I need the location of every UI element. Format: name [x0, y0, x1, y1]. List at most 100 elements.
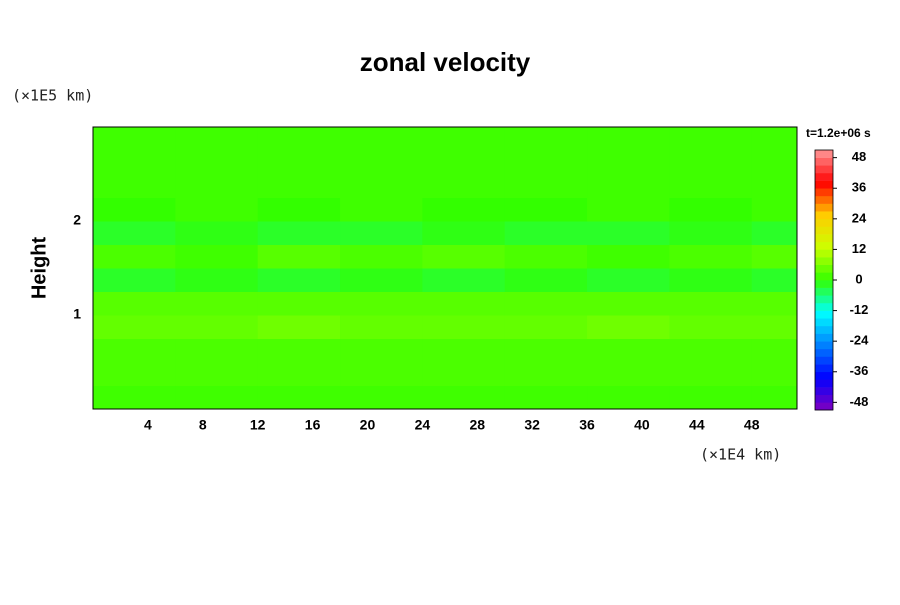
heat-cell: [340, 362, 423, 386]
heat-cell: [422, 338, 506, 363]
heat-cell: [669, 127, 753, 151]
heat-cell: [340, 197, 423, 222]
colorbar-band: [815, 348, 833, 357]
heat-cell: [751, 385, 798, 410]
colorbar-band: [815, 188, 833, 197]
colorbar-band: [815, 234, 833, 243]
heat-cell: [669, 244, 753, 269]
colorbar-tick-label: 48: [852, 149, 866, 164]
heat-cell: [587, 315, 670, 339]
heat-cell: [422, 244, 506, 269]
heat-cell: [257, 127, 341, 151]
heat-cell: [669, 385, 753, 410]
colorbar-tick-label: -36: [850, 363, 869, 378]
y-axis-title: Height: [28, 237, 50, 300]
colorbar-band: [815, 203, 833, 212]
heat-cell: [669, 268, 753, 292]
heat-cell: [751, 221, 798, 245]
heat-cell: [257, 291, 341, 316]
colorbar-band: [815, 172, 833, 181]
heat-cell: [422, 385, 506, 410]
heat-cell: [257, 174, 341, 198]
x-unit: (×1E4 km): [700, 446, 781, 464]
heat-cell: [504, 315, 588, 339]
colorbar-band: [815, 195, 833, 204]
colorbar-band: [815, 387, 833, 396]
heat-cell: [175, 127, 259, 151]
heat-cell: [587, 362, 670, 386]
heat-cell: [504, 362, 588, 386]
heat-cell: [93, 197, 176, 222]
heat-cell: [93, 221, 176, 245]
colorbar-band: [815, 226, 833, 235]
heat-cell: [93, 268, 176, 292]
heat-cell: [257, 268, 341, 292]
x-tick-label: 20: [360, 417, 376, 433]
colorbar-band: [815, 310, 833, 319]
colorbar-tick-label: 36: [852, 180, 866, 195]
heat-cell: [257, 315, 341, 339]
heat-cell: [175, 362, 259, 386]
x-tick-label: 4: [144, 417, 152, 433]
colorbar-band: [815, 157, 833, 166]
heat-cell: [340, 127, 423, 151]
colorbar-band: [815, 318, 833, 327]
y-unit: (×1E5 km): [12, 87, 93, 105]
heat-cell: [175, 315, 259, 339]
colorbar-band: [815, 264, 833, 273]
colorbar-band: [815, 333, 833, 342]
colorbar-tick-label: -24: [850, 333, 870, 348]
heat-cell: [751, 291, 798, 316]
heat-cell: [751, 197, 798, 222]
heat-cell: [751, 362, 798, 386]
heat-cell: [504, 291, 588, 316]
heat-cell: [422, 150, 506, 175]
heat-cell: [422, 362, 506, 386]
heat-cell: [587, 174, 670, 198]
heat-cell: [587, 150, 670, 175]
heat-cell: [340, 338, 423, 363]
heat-cell: [175, 385, 259, 410]
heat-cell: [340, 150, 423, 175]
heat-cell: [422, 127, 506, 151]
colorbar-band: [815, 325, 833, 334]
heat-cell: [587, 291, 670, 316]
plot-frame: [92, 126, 798, 410]
x-tick-label: 40: [634, 417, 650, 433]
heat-cell: [93, 150, 176, 175]
heat-cell: [257, 244, 341, 269]
y-tick-label: 2: [73, 212, 81, 228]
heat-cell: [669, 338, 753, 363]
x-tick-label: 8: [199, 417, 207, 433]
heat-cell: [504, 244, 588, 269]
colorbar-band: [815, 257, 833, 266]
heat-cell: [422, 268, 506, 292]
heat-cell: [669, 197, 753, 222]
heat-cell: [257, 362, 341, 386]
colorbar-tick-label: 24: [852, 210, 867, 225]
heat-cell: [504, 268, 588, 292]
heat-cell: [504, 174, 588, 198]
heat-cell: [93, 291, 176, 316]
heat-cell: [504, 127, 588, 151]
heat-cell: [257, 150, 341, 175]
heat-cell: [669, 362, 753, 386]
heat-cell: [669, 150, 753, 175]
colorbar-band: [815, 241, 833, 250]
x-tick-label: 44: [689, 417, 705, 433]
heat-cell: [175, 291, 259, 316]
heat-cell: [340, 291, 423, 316]
heat-cell: [751, 315, 798, 339]
x-tick-label: 28: [469, 417, 485, 433]
heat-cell: [175, 338, 259, 363]
x-tick-label: 12: [250, 417, 266, 433]
colorbar-band: [815, 150, 833, 158]
colorbar-band: [815, 402, 833, 411]
heat-cell: [93, 362, 176, 386]
colorbar-band: [815, 218, 833, 227]
heat-cell: [751, 174, 798, 198]
heat-cell: [257, 197, 341, 222]
colorbar-band: [815, 394, 833, 403]
heat-cell: [587, 338, 670, 363]
x-tick-label: 48: [744, 417, 760, 433]
